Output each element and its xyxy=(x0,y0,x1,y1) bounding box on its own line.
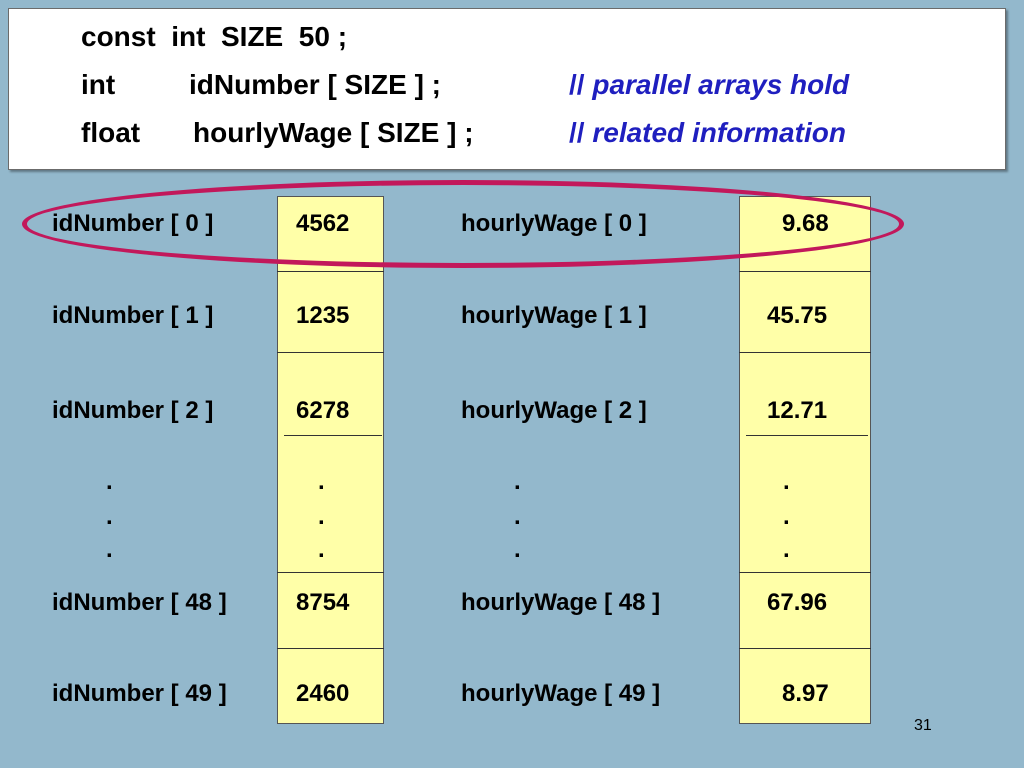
comment-text: parallel arrays hold xyxy=(592,69,850,100)
cell-divider xyxy=(739,572,871,573)
ellipsis-dot: . xyxy=(318,503,325,530)
idnumber-array-column xyxy=(277,196,384,724)
cell-divider xyxy=(284,435,382,436)
hourlywage-index-label: hourlyWage [ 49 ] xyxy=(461,680,661,707)
cell-divider xyxy=(739,648,871,649)
idnumber-index-label: idNumber [ 48 ] xyxy=(52,589,227,616)
hourlywage-index-label: hourlyWage [ 48 ] xyxy=(461,589,661,616)
code-line-float-keyword: float xyxy=(81,117,141,148)
ellipsis-dot: . xyxy=(783,503,790,530)
ellipsis-dot: . xyxy=(318,536,325,563)
ellipsis-dot: . xyxy=(514,536,521,563)
idnumber-cell-value: 6278 xyxy=(296,397,350,424)
idnumber-cell-value: 4562 xyxy=(296,210,350,237)
comment-text: related information xyxy=(592,117,846,148)
hourlywage-index-label: hourlyWage [ 2 ] xyxy=(461,397,647,424)
cell-divider xyxy=(739,271,871,272)
idnumber-index-label: idNumber [ 49 ] xyxy=(52,680,227,707)
cell-divider xyxy=(277,271,384,272)
code-line-const: const int SIZE 50 ; xyxy=(81,21,348,52)
idnumber-index-label: idNumber [ 2 ] xyxy=(52,397,214,424)
code-comment-related: // related information xyxy=(569,117,846,149)
cell-divider xyxy=(277,352,384,353)
ellipsis-dot: . xyxy=(106,536,113,563)
comment-slashes: // xyxy=(569,117,585,148)
idnumber-cell-value: 8754 xyxy=(296,589,350,616)
ellipsis-dot: . xyxy=(514,468,521,495)
idnumber-index-label: idNumber [ 1 ] xyxy=(52,302,214,329)
comment-slashes: // xyxy=(569,69,585,100)
code-line-idnumber-decl: idNumber [ SIZE ] ; xyxy=(189,69,441,100)
ellipsis-dot: . xyxy=(514,503,521,530)
cell-divider xyxy=(746,435,868,436)
ellipsis-dot: . xyxy=(106,468,113,495)
code-line-int-keyword: int xyxy=(81,69,116,100)
cell-divider xyxy=(277,572,384,573)
cell-divider xyxy=(739,352,871,353)
code-comment-parallel: // parallel arrays hold xyxy=(569,69,849,101)
hourlywage-index-label: hourlyWage [ 1 ] xyxy=(461,302,647,329)
ellipsis-dot: . xyxy=(318,468,325,495)
hourlywage-index-label: hourlyWage [ 0 ] xyxy=(461,210,647,237)
ellipsis-dot: . xyxy=(106,503,113,530)
cell-divider xyxy=(277,648,384,649)
hourlywage-cell-value: 8.97 xyxy=(782,680,829,707)
ellipsis-dot: . xyxy=(783,468,790,495)
hourlywage-cell-value: 45.75 xyxy=(767,302,828,329)
idnumber-cell-value: 1235 xyxy=(296,302,350,329)
code-line-hourlywage-decl: hourlyWage [ SIZE ] ; xyxy=(193,117,474,148)
hourlywage-array-column xyxy=(739,196,871,724)
page-number: 31 xyxy=(914,717,932,734)
ellipsis-dot: . xyxy=(783,536,790,563)
idnumber-index-label: idNumber [ 0 ] xyxy=(52,210,214,237)
code-box: const int SIZE 50 ; int idNumber [ SIZE … xyxy=(8,8,1006,170)
hourlywage-cell-value: 67.96 xyxy=(767,589,828,616)
idnumber-cell-value: 2460 xyxy=(296,680,350,707)
hourlywage-cell-value: 9.68 xyxy=(782,210,829,237)
hourlywage-cell-value: 12.71 xyxy=(767,397,828,424)
